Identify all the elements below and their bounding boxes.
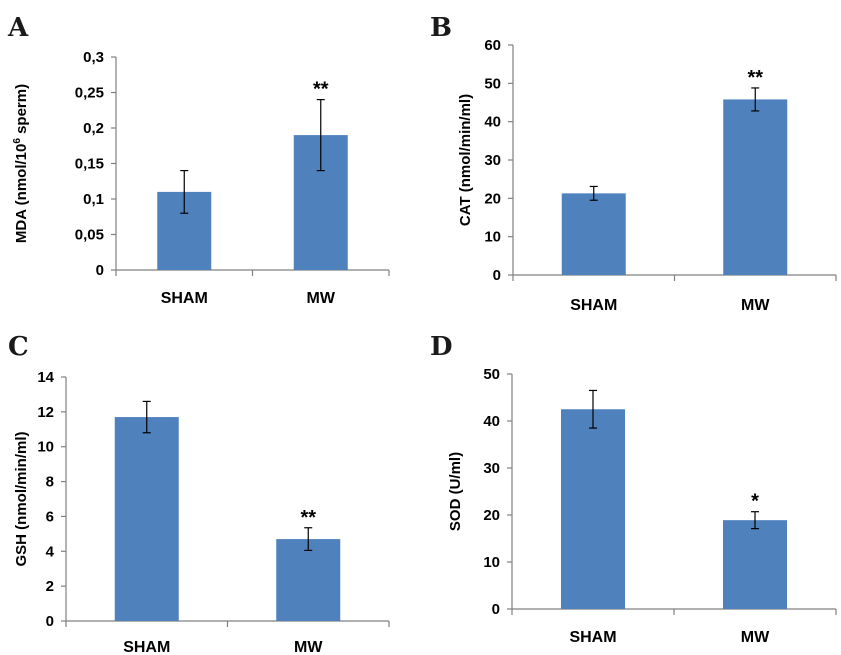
- bar-mw: [723, 520, 787, 609]
- category-label: SHAM: [123, 639, 170, 655]
- panel-letter: B: [430, 13, 452, 43]
- chart-panel-d: D 0 10 20 30 40 50 SOD (U/ml) SHAM * MW: [430, 332, 837, 646]
- category-label: MW: [741, 297, 770, 314]
- y-tick-label: 8: [46, 474, 54, 491]
- y-tick-label: 12: [37, 404, 54, 421]
- significance-marker: **: [313, 79, 329, 101]
- y-axis-title-main: MDA (nmol/10: [13, 144, 30, 243]
- panel-letter: A: [7, 13, 29, 43]
- y-tick-label: 0: [493, 267, 501, 284]
- y-tick-label: 6: [46, 508, 54, 525]
- y-tick-label: 0,05: [75, 227, 104, 244]
- significance-marker: **: [300, 507, 316, 529]
- bar-mw: [723, 99, 788, 275]
- y-tick-label: 0: [492, 601, 500, 618]
- y-tick-label: 0: [96, 262, 104, 279]
- y-tick-label: 50: [484, 75, 501, 92]
- significance-marker: **: [747, 67, 763, 89]
- y-tick-label: 30: [483, 460, 500, 477]
- y-axis-title-superscript: 6: [12, 138, 23, 144]
- y-tick-label: 10: [483, 554, 500, 571]
- y-tick-label: 40: [483, 413, 500, 430]
- category-label: MW: [307, 290, 336, 307]
- bar-sham: [561, 193, 626, 275]
- y-axis-title-main: SOD (U/ml): [447, 452, 464, 531]
- y-axis-title: CAT (nmol/min/ml): [457, 94, 474, 226]
- bar-mw: [276, 539, 341, 621]
- y-tick-label: 20: [484, 190, 501, 207]
- y-tick-label: 40: [484, 114, 501, 131]
- chart-panel-c: C 0 2 4 6 8 10 12 14 GSH (nmol/min/ml) SHAM ** MW: [8, 332, 390, 655]
- y-tick-label: 0,15: [75, 156, 104, 173]
- panel-letter: C: [8, 332, 29, 362]
- y-axis-title: SOD (U/ml): [447, 452, 464, 531]
- chart-panel-b: B 0 10 20 30 40 50 60 CAT (nmol/min/ml) SHAM ** MW: [430, 13, 837, 314]
- y-axis-title: MDA (nmol/106 sperm): [12, 84, 30, 243]
- y-tick-label: 14: [37, 369, 54, 386]
- category-label: SHAM: [161, 290, 208, 307]
- y-tick-label: 4: [46, 543, 55, 560]
- category-label: SHAM: [569, 629, 616, 646]
- chart-panel-a: A 0 0,05 0,1 0,15 0,2 0,25 0,3 MDA (nmol/106 spe…: [7, 13, 390, 307]
- y-tick-label: 10: [484, 229, 501, 246]
- y-axis-title-tail: sperm): [13, 84, 30, 138]
- y-tick-label: 50: [483, 366, 500, 383]
- panel-letter: D: [430, 332, 453, 362]
- y-tick-label: 0,3: [83, 49, 104, 66]
- y-tick-label: 30: [484, 152, 501, 169]
- y-tick-label: 2: [46, 578, 54, 595]
- y-tick-label: 0,25: [75, 85, 104, 102]
- y-tick-label: 0,2: [83, 120, 104, 137]
- y-tick-label: 10: [37, 439, 54, 456]
- category-label: MW: [294, 639, 323, 655]
- y-axis-title: GSH (nmol/min/ml): [13, 431, 30, 566]
- significance-marker: *: [751, 491, 759, 513]
- y-tick-label: 20: [483, 507, 500, 524]
- y-axis-title-main: CAT (nmol/min/ml): [457, 94, 474, 226]
- y-tick-label: 60: [484, 37, 501, 54]
- category-label: MW: [741, 629, 770, 646]
- bar-sham: [561, 409, 625, 609]
- y-tick-label: 0,1: [83, 191, 104, 208]
- bar-sham: [114, 417, 179, 621]
- y-tick-label: 0: [46, 613, 54, 630]
- y-axis-title-main: GSH (nmol/min/ml): [13, 431, 30, 566]
- category-label: SHAM: [570, 297, 617, 314]
